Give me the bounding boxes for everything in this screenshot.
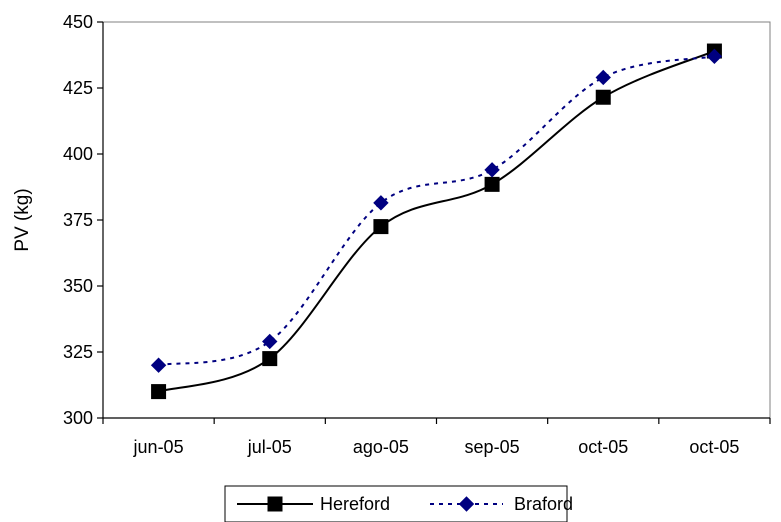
x-tick-label: oct-05 xyxy=(689,437,739,457)
axes: 300 325 350 375 400 425 450 jun-05 jul-05 ago-05 s… xyxy=(63,12,771,457)
x-tick-label: oct-05 xyxy=(578,437,628,457)
y-tick-label: 300 xyxy=(63,408,93,428)
plot-frame xyxy=(102,21,771,419)
data-point-braford xyxy=(262,333,278,350)
data-point-braford xyxy=(373,195,389,211)
y-tick-label: 350 xyxy=(63,276,93,296)
y-tick-label: 400 xyxy=(63,144,93,164)
legend-marker-hereford xyxy=(267,496,283,512)
data-point-braford xyxy=(484,162,500,178)
legend: Hereford Braford xyxy=(224,485,573,522)
y-axis-title: PV (kg) xyxy=(12,188,33,251)
x-tick-label: ago-05 xyxy=(353,437,409,457)
data-point-hereford xyxy=(373,219,389,235)
data-point-hereford xyxy=(151,384,167,400)
y-tick-label: 325 xyxy=(63,342,93,362)
legend-marker-braford xyxy=(458,496,475,512)
data-point-hereford xyxy=(484,176,500,192)
data-point-hereford xyxy=(595,89,611,105)
data-point-braford xyxy=(706,48,723,65)
legend-label-braford: Braford xyxy=(514,494,573,514)
series-line-hereford xyxy=(158,50,715,393)
legend-label-hereford: Hereford xyxy=(320,494,390,514)
x-tick-label: jul-05 xyxy=(247,437,292,457)
series-line-braford xyxy=(158,55,715,367)
plot-area xyxy=(102,21,771,419)
y-tick-label: 425 xyxy=(63,78,93,98)
y-tick-label: 375 xyxy=(63,210,93,230)
data-point-braford xyxy=(595,69,611,86)
x-tick-label: jun-05 xyxy=(133,437,184,457)
x-tick-label: sep-05 xyxy=(465,437,520,457)
data-point-braford xyxy=(150,357,167,373)
y-tick-label: 450 xyxy=(63,12,93,32)
data-point-hereford xyxy=(262,351,278,367)
